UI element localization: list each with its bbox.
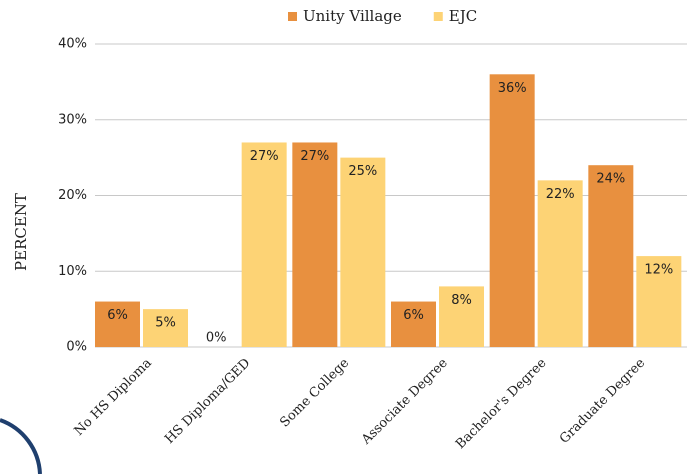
bar [636,256,682,347]
x-tick-label: HS Diploma/GED [162,356,253,447]
data-label: 25% [348,164,377,179]
legend-label: EJC [449,7,477,25]
data-label: 0% [206,331,227,346]
data-label: 6% [107,308,128,323]
data-label: 12% [644,263,673,278]
y-axis-title: PERCENT [12,193,30,271]
y-tick-label: 20% [58,188,87,203]
data-label: 36% [498,81,527,96]
data-label: 24% [596,172,625,187]
legend-swatch [433,12,443,21]
bar [241,142,287,347]
data-label: 27% [300,149,329,164]
data-label: 6% [403,308,424,323]
legend-swatch [288,12,297,21]
data-label: 22% [546,187,575,202]
y-tick-label: 30% [58,112,87,127]
bar [391,301,436,347]
data-label: 8% [451,293,472,308]
x-tick-label: Bachelor's Degree [453,355,550,452]
corner-decoration [0,418,42,474]
x-tick-label: No HS Diploma [72,356,155,439]
bar [489,74,535,348]
legend-label: Unity Village [303,7,402,25]
x-tick-label: Some College [277,355,352,430]
data-label: 27% [250,149,279,164]
data-label: 5% [155,316,176,331]
bar [588,165,634,347]
bar [537,180,583,347]
bar [340,157,386,347]
bar [439,286,484,347]
y-tick-label: 10% [58,264,87,279]
y-tick-label: 40% [58,37,87,52]
bar [95,301,140,347]
x-tick-label: Graduate Degree [557,355,648,446]
bar [292,142,338,347]
y-tick-label: 0% [66,340,87,355]
x-tick-label: Associate Degree [358,355,451,448]
bar [143,309,188,347]
